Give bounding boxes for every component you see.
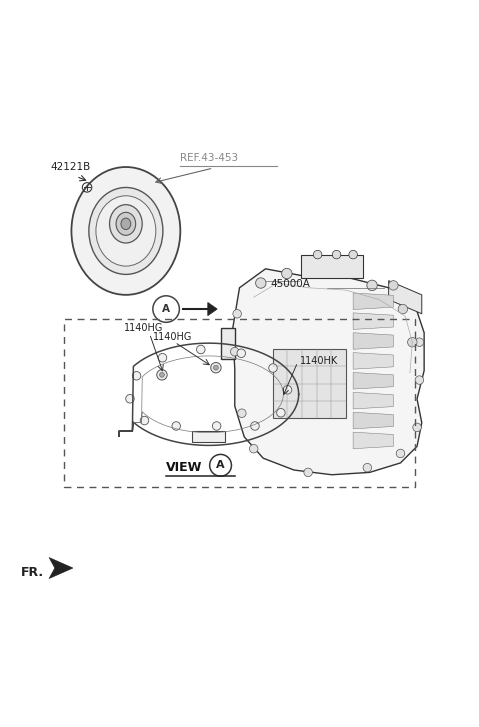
Circle shape <box>212 422 221 430</box>
Circle shape <box>211 363 221 373</box>
Circle shape <box>388 281 398 290</box>
Text: A: A <box>162 304 170 314</box>
Circle shape <box>132 371 141 380</box>
Circle shape <box>172 422 181 430</box>
Circle shape <box>214 366 218 370</box>
Circle shape <box>313 250 322 259</box>
Bar <box>273 349 346 418</box>
Circle shape <box>415 376 423 385</box>
Ellipse shape <box>116 212 136 236</box>
Polygon shape <box>353 432 393 449</box>
Circle shape <box>367 280 377 291</box>
Polygon shape <box>388 281 422 314</box>
Circle shape <box>125 395 134 403</box>
Circle shape <box>349 250 357 259</box>
Ellipse shape <box>89 188 163 274</box>
Circle shape <box>238 409 246 417</box>
Circle shape <box>140 417 148 425</box>
Circle shape <box>160 372 164 377</box>
Ellipse shape <box>121 218 131 230</box>
Polygon shape <box>353 333 393 349</box>
Circle shape <box>413 423 422 432</box>
Circle shape <box>157 369 167 380</box>
Ellipse shape <box>96 196 156 266</box>
Circle shape <box>283 385 292 394</box>
Circle shape <box>237 349 246 358</box>
Polygon shape <box>232 269 424 475</box>
Polygon shape <box>220 328 235 358</box>
Polygon shape <box>301 254 363 278</box>
Text: FR.: FR. <box>21 566 44 579</box>
Polygon shape <box>353 293 393 310</box>
Text: A: A <box>216 460 225 470</box>
Circle shape <box>269 364 277 372</box>
Polygon shape <box>353 412 393 429</box>
Circle shape <box>251 422 259 430</box>
Text: REF.43-453: REF.43-453 <box>180 153 239 163</box>
Circle shape <box>363 463 372 472</box>
Circle shape <box>256 278 266 288</box>
Polygon shape <box>353 353 393 369</box>
Circle shape <box>304 468 312 477</box>
Text: 1140HK: 1140HK <box>300 356 338 366</box>
Text: 1140HG: 1140HG <box>124 324 163 333</box>
Text: 1140HG: 1140HG <box>153 332 193 342</box>
Circle shape <box>250 444 258 453</box>
Circle shape <box>158 353 167 362</box>
Circle shape <box>196 345 205 354</box>
Circle shape <box>230 348 239 356</box>
Circle shape <box>398 305 408 314</box>
Circle shape <box>277 409 285 417</box>
Bar <box>64 318 415 486</box>
Text: 42121B: 42121B <box>50 162 91 172</box>
Circle shape <box>396 449 405 458</box>
Ellipse shape <box>71 167 180 295</box>
Polygon shape <box>353 393 393 409</box>
Polygon shape <box>208 302 217 316</box>
Circle shape <box>415 338 423 347</box>
Polygon shape <box>49 558 73 579</box>
Polygon shape <box>353 313 393 329</box>
Circle shape <box>282 268 292 278</box>
Text: VIEW: VIEW <box>166 462 203 475</box>
Polygon shape <box>353 372 393 389</box>
Circle shape <box>233 310 241 318</box>
Ellipse shape <box>110 205 142 243</box>
Text: 45000A: 45000A <box>270 278 310 289</box>
Polygon shape <box>192 431 225 441</box>
Circle shape <box>332 250 341 259</box>
Circle shape <box>408 337 417 347</box>
